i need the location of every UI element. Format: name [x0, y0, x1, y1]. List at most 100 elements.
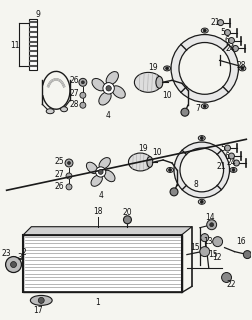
Circle shape: [11, 261, 16, 268]
Circle shape: [106, 86, 111, 91]
Circle shape: [80, 92, 86, 98]
Ellipse shape: [106, 72, 118, 85]
Ellipse shape: [201, 104, 208, 109]
Text: 9: 9: [36, 10, 41, 19]
Text: 22: 22: [227, 280, 236, 289]
Text: 6: 6: [224, 36, 229, 45]
Circle shape: [200, 247, 210, 257]
Ellipse shape: [156, 76, 163, 88]
Text: 1: 1: [95, 298, 100, 307]
Ellipse shape: [60, 107, 68, 112]
Ellipse shape: [201, 28, 208, 33]
Circle shape: [241, 67, 244, 70]
Circle shape: [80, 102, 86, 108]
Ellipse shape: [30, 295, 52, 305]
Text: 19: 19: [139, 144, 148, 153]
Circle shape: [68, 162, 71, 164]
Ellipse shape: [147, 156, 153, 167]
Circle shape: [103, 83, 114, 94]
Text: 17: 17: [34, 306, 43, 315]
Circle shape: [213, 237, 223, 247]
Circle shape: [6, 257, 21, 273]
Circle shape: [174, 142, 230, 198]
Circle shape: [233, 160, 239, 166]
Ellipse shape: [104, 170, 115, 182]
Circle shape: [181, 108, 189, 116]
Text: 10: 10: [162, 91, 172, 100]
Circle shape: [179, 43, 231, 94]
Ellipse shape: [46, 109, 54, 114]
Text: 4: 4: [105, 111, 110, 120]
Text: 14: 14: [205, 213, 214, 222]
Circle shape: [229, 37, 234, 44]
Text: 15: 15: [208, 250, 217, 259]
Circle shape: [222, 273, 232, 283]
Text: 15: 15: [190, 243, 200, 252]
Circle shape: [81, 81, 84, 84]
Text: 3: 3: [17, 253, 22, 262]
Text: 6: 6: [224, 151, 229, 161]
Ellipse shape: [198, 199, 205, 204]
Text: 26: 26: [69, 76, 79, 85]
Ellipse shape: [167, 167, 174, 172]
Ellipse shape: [198, 136, 205, 140]
Circle shape: [225, 29, 231, 36]
Circle shape: [207, 220, 217, 230]
Circle shape: [166, 67, 169, 70]
Circle shape: [66, 173, 72, 179]
Ellipse shape: [99, 92, 111, 105]
Circle shape: [200, 200, 203, 203]
Circle shape: [170, 188, 178, 196]
Ellipse shape: [112, 86, 125, 98]
Text: 7: 7: [195, 104, 200, 113]
Text: 5: 5: [220, 28, 225, 37]
Circle shape: [243, 251, 251, 259]
Text: 26: 26: [54, 182, 64, 191]
Ellipse shape: [230, 167, 237, 172]
Circle shape: [203, 105, 206, 108]
Ellipse shape: [239, 66, 246, 71]
Text: 2: 2: [21, 248, 26, 257]
Text: 18: 18: [93, 207, 103, 216]
Circle shape: [225, 145, 231, 151]
Text: 4: 4: [98, 191, 103, 200]
Text: 23: 23: [2, 249, 11, 258]
Text: 21: 21: [217, 163, 226, 172]
Ellipse shape: [99, 157, 110, 169]
Circle shape: [232, 168, 235, 172]
Text: 20: 20: [123, 208, 132, 217]
Text: 10: 10: [152, 148, 162, 156]
Circle shape: [229, 153, 234, 159]
Circle shape: [169, 168, 172, 172]
Bar: [29, 19, 37, 70]
Circle shape: [233, 45, 238, 52]
Text: 5: 5: [220, 144, 225, 153]
Circle shape: [79, 78, 87, 86]
Ellipse shape: [92, 78, 105, 91]
Circle shape: [180, 148, 224, 192]
Text: 27: 27: [54, 171, 64, 180]
Circle shape: [123, 216, 132, 224]
Circle shape: [171, 35, 238, 102]
Circle shape: [203, 29, 206, 32]
Text: 8: 8: [194, 180, 198, 189]
Bar: [23, 235, 182, 292]
Text: 24: 24: [227, 158, 236, 167]
Ellipse shape: [129, 153, 152, 171]
Ellipse shape: [134, 72, 162, 92]
Circle shape: [38, 297, 44, 303]
Text: 12: 12: [212, 253, 221, 262]
Text: 27: 27: [69, 89, 79, 98]
Circle shape: [66, 184, 72, 190]
Text: 25: 25: [54, 157, 64, 166]
Circle shape: [201, 234, 209, 242]
Ellipse shape: [91, 175, 102, 186]
Circle shape: [65, 159, 73, 167]
Circle shape: [98, 170, 103, 174]
Text: 28: 28: [237, 61, 246, 70]
Circle shape: [96, 167, 106, 177]
Text: 28: 28: [69, 100, 79, 109]
Circle shape: [210, 223, 214, 227]
Ellipse shape: [86, 162, 98, 174]
Text: 24: 24: [226, 44, 235, 53]
